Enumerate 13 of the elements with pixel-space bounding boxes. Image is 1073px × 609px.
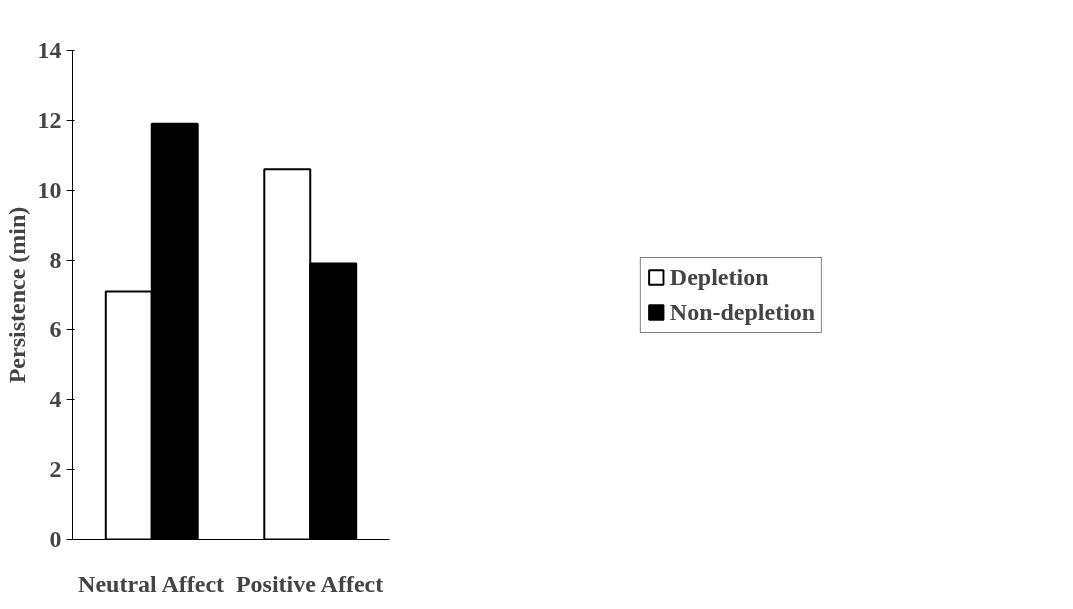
x-tick-label: Neutral Affect <box>78 570 225 597</box>
y-tick-label: 4 <box>49 386 62 413</box>
y-tick-label: 14 <box>37 37 62 63</box>
y-axis-title: Persistence (min) <box>3 206 30 384</box>
y-tick-label: 8 <box>49 246 62 273</box>
y-tick-label: 0 <box>49 526 62 552</box>
y-tick-label: 12 <box>37 106 62 133</box>
legend-label: Non-depletion <box>669 298 816 326</box>
legend-label: Depletion <box>669 263 769 291</box>
x-tick-label: Positive Affect <box>235 570 384 597</box>
y-tick-label: 2 <box>49 456 62 483</box>
y-tick-label: 6 <box>49 316 62 343</box>
y-tick-label: 10 <box>37 176 62 203</box>
